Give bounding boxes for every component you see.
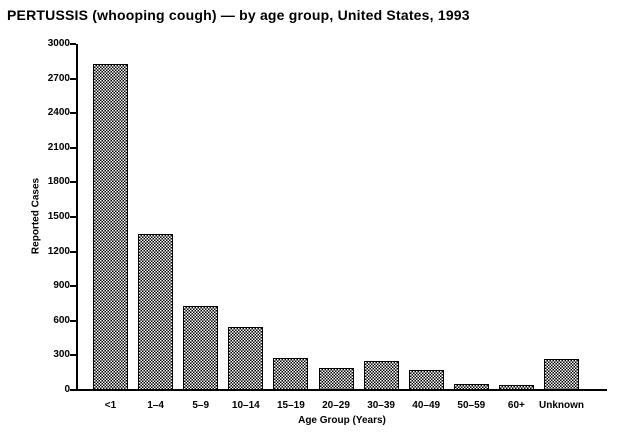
y-tick-label: 1800 [47,176,70,188]
y-tick-mark [70,354,76,357]
x-tick-label: 40–49 [412,400,441,411]
bar-age-group-4 [273,357,309,390]
y-tick-label: 1200 [47,245,70,257]
x-axis-title: Age Group (Years) [298,415,386,426]
y-tick-label: 900 [53,280,70,292]
x-axis-line [76,389,607,391]
bar-age-group-1 [138,234,174,390]
y-tick-mark [70,389,76,391]
x-tick-label: 60+ [507,400,525,411]
y-tick-mark [70,146,76,149]
x-tick-label: <1 [104,400,117,411]
bar-age-group-10 [544,359,579,390]
bar-age-group-9 [498,385,534,390]
bar-age-group-7 [408,370,444,390]
y-axis-line [76,44,78,391]
chart-title: PERTUSSIS (whooping cough) — by age grou… [7,7,470,23]
y-tick-mark [70,285,76,288]
y-tick-mark [70,43,76,45]
bar-age-group-5 [318,368,354,390]
x-tick-label: 10–14 [231,400,260,411]
x-tick-label: 1–4 [147,400,164,411]
y-tick-mark [70,250,76,253]
y-tick-mark [70,216,76,218]
y-tick-mark [70,77,76,80]
x-tick-label: 30–39 [367,400,395,411]
bar-age-group-8 [453,384,489,390]
x-tick-label: 50–59 [457,400,486,411]
x-tick-label: 5–9 [192,400,210,411]
y-tick-mark [70,112,76,115]
y-tick-label: 2100 [47,141,70,153]
y-tick-label: 2400 [47,107,70,119]
x-tick-label: Unknown [539,400,584,411]
y-tick-mark [70,319,76,322]
y-tick-label: 600 [53,314,70,326]
y-tick-label: 1500 [47,211,70,222]
x-tick-label: 15–19 [276,400,305,411]
y-tick-label: 3000 [47,38,70,49]
bar-age-group-0 [93,64,128,390]
bar-age-group-6 [363,361,399,390]
x-tick-label: 20–29 [322,400,350,411]
y-tick-label: 2700 [47,72,70,84]
bar-age-group-3 [228,326,264,390]
y-tick-label: 0 [64,384,70,395]
bar-age-group-2 [183,305,219,390]
y-tick-label: 300 [53,349,70,361]
y-tick-mark [70,181,76,184]
